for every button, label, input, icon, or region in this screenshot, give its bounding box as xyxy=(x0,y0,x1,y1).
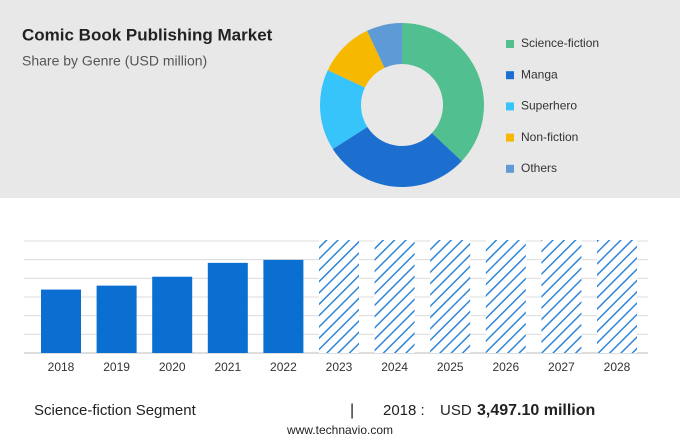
currency-label: USD xyxy=(440,402,472,419)
legend-marker xyxy=(506,133,514,142)
legend-label: Non-fiction xyxy=(521,130,578,144)
legend-marker xyxy=(506,71,514,80)
forecast-bar xyxy=(319,240,359,353)
x-tick-label: 2023 xyxy=(326,360,353,374)
chart-title: Comic Book Publishing Market xyxy=(22,25,273,44)
legend-marker xyxy=(506,102,514,111)
bar xyxy=(152,276,193,353)
x-tick-label: 2028 xyxy=(604,360,631,374)
x-tick-label: 2025 xyxy=(437,360,464,374)
donut-slice xyxy=(402,23,484,162)
segment-label: Science-fiction Segment xyxy=(34,402,197,419)
donut-slice xyxy=(327,30,385,88)
chart-subtitle: Share by Genre (USD million) xyxy=(22,53,207,69)
x-tick-label: 2026 xyxy=(492,360,519,374)
x-tick-label: 2018 xyxy=(48,360,75,374)
forecast-bar xyxy=(374,240,415,353)
forecast-bar xyxy=(485,240,526,353)
legend-marker xyxy=(506,164,514,173)
x-tick-label: 2027 xyxy=(548,360,575,374)
bar xyxy=(96,285,137,353)
forecast-bar xyxy=(541,240,582,353)
legend-label: Others xyxy=(521,161,557,175)
donut-slice xyxy=(320,70,368,149)
x-tick-label: 2022 xyxy=(270,360,297,374)
bar xyxy=(41,289,81,353)
x-tick-label: 2021 xyxy=(214,360,241,374)
year-label: 2018 : xyxy=(383,402,425,419)
x-tick-label: 2024 xyxy=(381,360,408,374)
source: www.technavio.com xyxy=(286,423,393,437)
donut-slice xyxy=(367,23,402,68)
bar xyxy=(207,262,248,353)
bar xyxy=(263,259,304,353)
separator: | xyxy=(350,402,354,419)
legend-label: Manga xyxy=(521,67,558,81)
x-tick-label: 2019 xyxy=(103,360,130,374)
donut-chart: Science-fiction Manga Superhero Non-fiction… xyxy=(320,23,599,187)
x-tick-label: 2020 xyxy=(159,360,186,374)
forecast-bar xyxy=(597,240,637,353)
amount-label: 3,497.10 million xyxy=(477,402,595,419)
bar-chart: 2018 2019 2020 2021 2022 2023 2024 2025 2026 2027… xyxy=(24,240,648,374)
legend-label: Science-fiction xyxy=(521,36,599,50)
legend-marker xyxy=(506,40,514,48)
forecast-bar xyxy=(430,240,471,353)
donut-slice xyxy=(332,126,462,187)
legend-label: Superhero xyxy=(521,99,577,113)
